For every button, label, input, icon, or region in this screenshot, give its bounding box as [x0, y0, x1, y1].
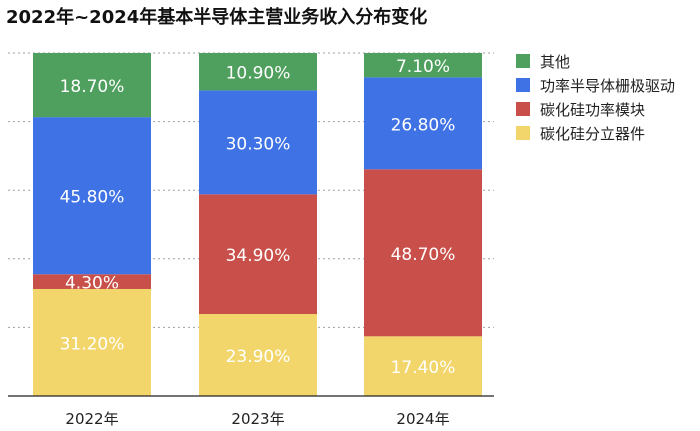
- x-tick-label: 2022年: [65, 410, 118, 428]
- legend-label: 碳化硅分立器件: [540, 125, 645, 143]
- data-label: 45.80%: [60, 188, 125, 208]
- data-label: 10.90%: [226, 64, 291, 84]
- bar-segment: [364, 53, 482, 78]
- data-label: 48.70%: [391, 245, 456, 265]
- legend-swatch: [516, 54, 530, 68]
- bar-segment: [199, 194, 317, 315]
- legend-label: 其他: [540, 53, 570, 71]
- bar-segment: [33, 53, 151, 118]
- data-label: 31.20%: [60, 334, 125, 354]
- data-label: 4.30%: [65, 274, 119, 294]
- data-label: 23.90%: [226, 347, 291, 367]
- data-label: 30.30%: [226, 134, 291, 154]
- legend-label: 功率半导体栅极驱动: [540, 77, 675, 95]
- bar-segment: [199, 90, 317, 195]
- bar-segment: [364, 169, 482, 337]
- bar-segment: [364, 77, 482, 170]
- bar-segment: [199, 314, 317, 396]
- data-label: 26.80%: [391, 115, 456, 135]
- legend-swatch: [516, 78, 530, 92]
- bar-segment: [33, 274, 151, 289]
- legend-label: 碳化硅功率模块: [540, 101, 645, 119]
- chart-title: 2022年~2024年基本半导体主营业务收入分布变化: [6, 6, 427, 28]
- bar-segment: [364, 336, 482, 396]
- legend-swatch: [516, 102, 530, 116]
- bar-segment: [199, 53, 317, 91]
- bar-segment: [33, 117, 151, 275]
- bar-segment: [33, 288, 151, 396]
- data-label: 34.90%: [226, 246, 291, 266]
- data-label: 7.10%: [396, 57, 450, 77]
- data-label: 18.70%: [60, 77, 125, 97]
- legend-swatch: [516, 126, 530, 140]
- x-tick-label: 2023年: [231, 410, 284, 428]
- data-label: 17.40%: [391, 358, 456, 378]
- x-tick-label: 2024年: [396, 410, 449, 428]
